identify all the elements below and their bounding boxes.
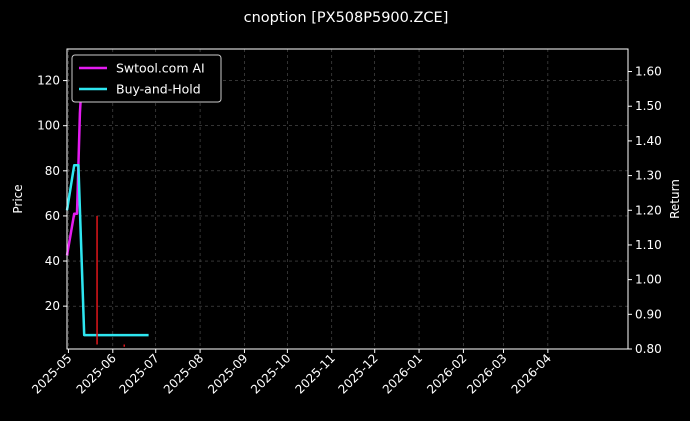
series-line-buy-and-hold	[65, 163, 149, 337]
y-tick-label-right: 1.60	[635, 65, 662, 79]
legend-box	[71, 54, 222, 103]
legend: Swtool.com AI Buy-and-Hold	[71, 54, 222, 103]
legend-label-buy-and-hold: Buy-and-Hold	[116, 82, 201, 97]
y-tick-label-right: 1.20	[635, 203, 662, 217]
y-tick-label-left: 120	[37, 74, 60, 88]
plot-frame	[66, 48, 629, 350]
y-tick-label-right: 1.50	[635, 99, 662, 113]
y-tick-label-right: 1.00	[635, 273, 662, 287]
chart-title: cnoption [PX508P5900.ZCE]	[244, 10, 449, 26]
y-tick-label-right: 0.90	[635, 307, 662, 321]
y-axis-label-right: Return	[668, 179, 682, 219]
y-tick-label-left: 100	[37, 119, 60, 133]
y-tick-label-left: 40	[45, 254, 60, 268]
y-tick-label-right: 1.30	[635, 169, 662, 183]
y-tick-label-right: 0.80	[635, 342, 662, 356]
y-tick-label-left: 20	[45, 299, 60, 313]
y-tick-label-right: 1.10	[635, 238, 662, 252]
y-tick-label-right: 1.40	[635, 134, 662, 148]
y-axis-label-left: Price	[11, 184, 25, 213]
y-tick-label-left: 80	[45, 164, 60, 178]
legend-label-swtool: Swtool.com AI	[116, 61, 205, 76]
y-tick-label-left: 60	[45, 209, 60, 223]
